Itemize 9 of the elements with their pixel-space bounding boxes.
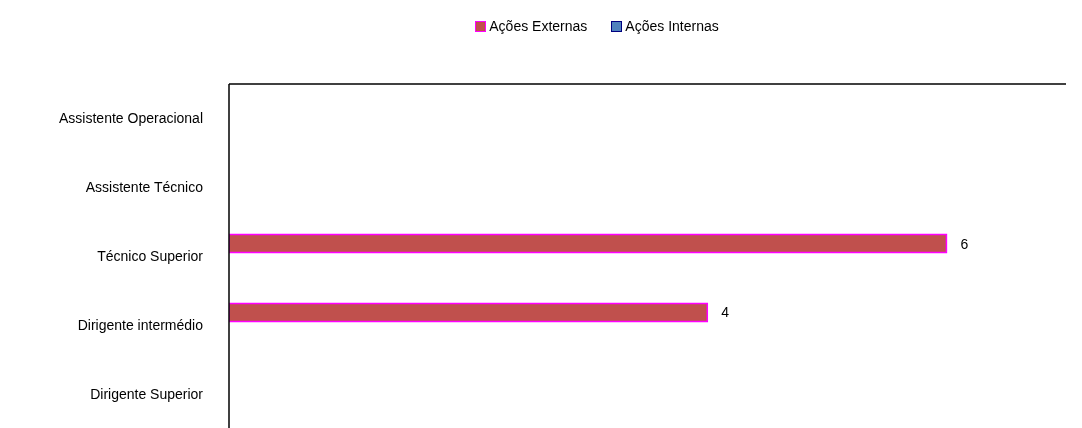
legend-label: Ações Internas [624, 18, 719, 34]
y-tick-label: Dirigente Superior [90, 385, 204, 402]
data-label: 4 [721, 304, 730, 321]
legend-label: Ações Externas [488, 18, 588, 34]
y-tick-label: Assistente Técnico [85, 179, 204, 196]
data-label: 6 [960, 235, 969, 252]
y-tick-label: Assistente Operacional [59, 110, 203, 127]
y-tick-label: Dirigente intermédio [77, 316, 204, 333]
y-tick-label: Técnico Superior [97, 247, 204, 264]
